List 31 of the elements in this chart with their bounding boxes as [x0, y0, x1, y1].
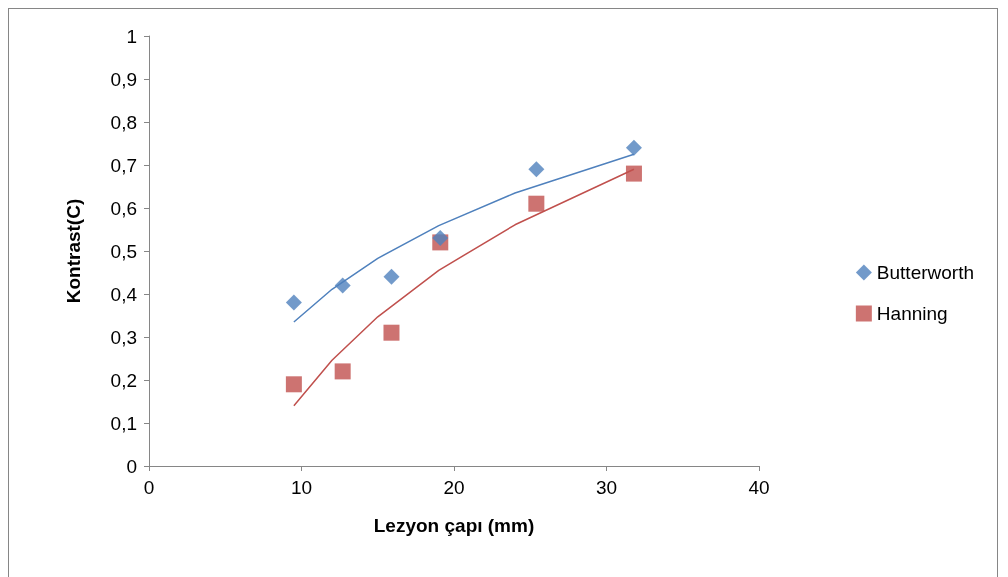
x-tick-label: 30 [595, 477, 618, 498]
y-axis-title: Kontrast(C) [63, 198, 84, 304]
y-tick-label: 0,1 [110, 412, 137, 434]
point [285, 376, 302, 393]
x-axis-title: Lezyon çapı (mm) [373, 515, 535, 536]
y-tick-label: 0,8 [110, 111, 137, 133]
x-tick-label: 10 [290, 477, 313, 498]
x-tick-label: 0 [143, 477, 155, 498]
point [285, 294, 302, 311]
y-tick-label: 0,6 [110, 197, 137, 219]
y-tick-label: 0,2 [110, 369, 137, 391]
point [383, 324, 400, 341]
point [432, 230, 449, 247]
legend-label: Hanning [876, 303, 948, 324]
legend-label: Butterworth [876, 262, 974, 283]
point [625, 165, 642, 182]
point [528, 161, 545, 178]
y-tick-label: 0,3 [110, 326, 137, 348]
x-tick-label: 40 [748, 477, 770, 498]
y-tick-label: 0,4 [110, 283, 138, 305]
y-tick-label: 0,5 [110, 240, 137, 262]
point [528, 195, 545, 212]
point [383, 268, 400, 285]
y-tick-label: 0,7 [110, 154, 137, 176]
y-tick-label: 1 [126, 25, 137, 47]
x-tick-label: 20 [443, 477, 465, 498]
y-tick-label: 0 [126, 455, 137, 477]
point [334, 277, 351, 294]
y-tick-label: 0,9 [110, 68, 137, 90]
point [334, 363, 351, 380]
point [625, 139, 642, 156]
